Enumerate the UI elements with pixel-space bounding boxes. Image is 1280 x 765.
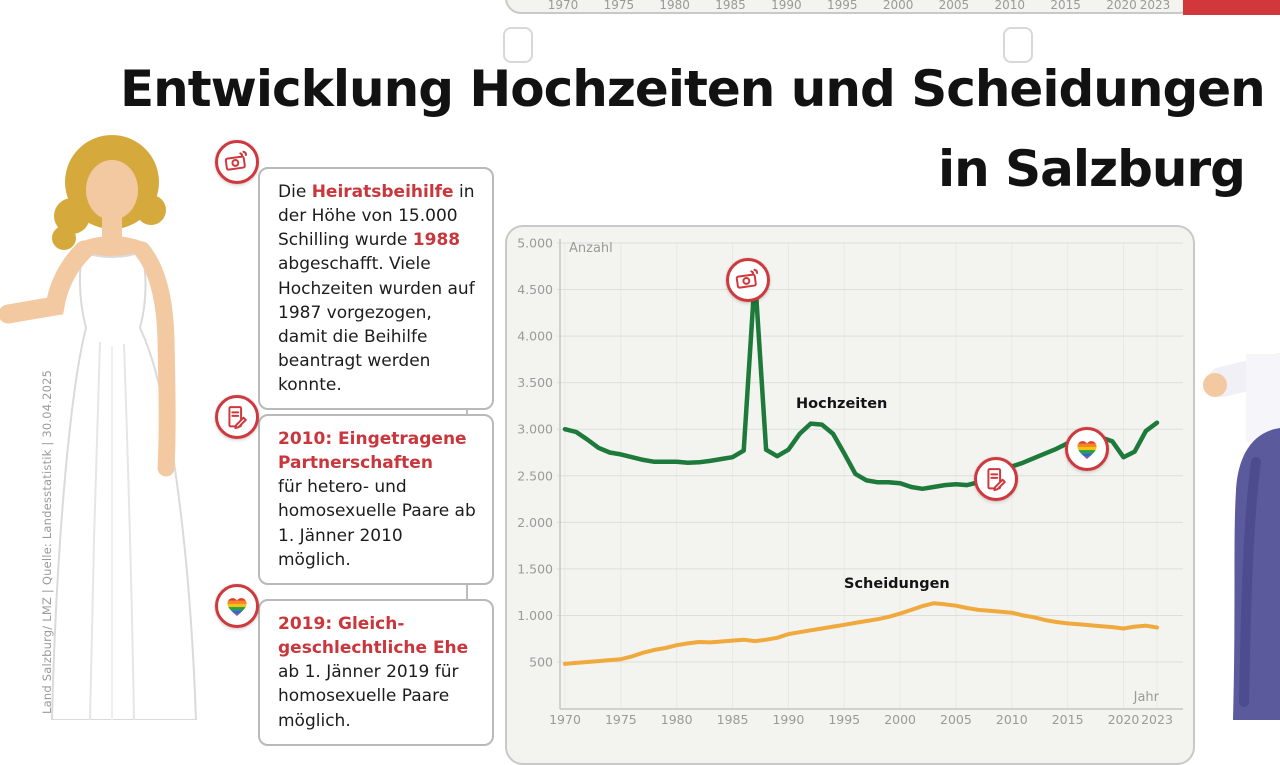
callout-heiratsbeihilfe: Die Heiratsbeihilfe in der Höhe von 15.0…: [258, 167, 494, 411]
upper-chart-x-axis-labels: 1970 1975 1980 1985 1990 1995 2000 2005 2010 2015…: [505, 0, 1195, 13]
callout-heading: 2010: Eingetragene Partnerschaften: [278, 429, 467, 474]
callout-text-segment: in der Höhe von 15.000 Schilling wurde: [278, 182, 475, 251]
upper-x-tick-label: 1980: [659, 0, 690, 12]
contract-icon: [215, 395, 259, 439]
svg-text:5.000: 5.000: [517, 236, 553, 251]
upper-x-tick-label: 2023: [1139, 0, 1171, 12]
chart-panel: 500 1.000 1.500 2.000 2.500 3.000 3.500 4.000 4.…: [505, 225, 1195, 765]
svg-text:4.500: 4.500: [517, 282, 553, 297]
callout-heading: 2019: Gleich-geschlechtliche Ehe: [278, 614, 469, 659]
callout-text-segment: 1988: [412, 230, 461, 251]
contract-icon: [974, 457, 1019, 502]
callout-gleichgeschlechtliche-ehe: 2019: Gleich-geschlechtliche Ehe ab 1. J…: [258, 599, 494, 746]
upper-x-tick-label: 1975: [603, 0, 635, 12]
rainbow-heart-glyph: [1077, 440, 1097, 459]
callout-body: ab 1. Jänner 2019 für homosexuelle Paare…: [278, 662, 459, 731]
upper-callout-tab-right: [1003, 27, 1033, 63]
banknote-icon: [215, 140, 259, 184]
svg-text:500: 500: [529, 655, 553, 670]
svg-text:3.000: 3.000: [517, 422, 553, 437]
banknote-glyph: [224, 150, 247, 171]
callout-text-segment: Heiratsbeihilfe: [311, 182, 454, 202]
page-title-line2: in Salzburg: [938, 140, 1246, 198]
upper-x-tick-label: 1990: [771, 0, 802, 12]
land-salzburg-logo: [1183, 0, 1280, 15]
svg-text:1.500: 1.500: [517, 561, 553, 576]
upper-x-tick-label: 1985: [715, 0, 746, 12]
scheidungen-series-label: Scheidungen: [844, 576, 950, 592]
upper-x-tick-label: 2010: [994, 0, 1026, 12]
upper-x-tick-label: 1970: [547, 0, 579, 12]
contract-glyph: [228, 406, 247, 430]
banknote-icon: [726, 258, 771, 303]
upper-x-tick-label: 2015: [1050, 0, 1081, 12]
svg-text:2.000: 2.000: [517, 515, 553, 530]
svg-text:Jahr: Jahr: [1133, 690, 1160, 705]
page-title-line1: Entwicklung Hochzeiten und Scheidungen: [120, 60, 1266, 118]
hochzeiten-series-label: Hochzeiten: [796, 396, 888, 412]
bride-illustration: [0, 135, 198, 720]
banknote-glyph: [735, 268, 759, 289]
line-chart: 500 1.000 1.500 2.000 2.500 3.000 3.500 4.000 4.…: [517, 236, 1183, 727]
svg-text:1.000: 1.000: [517, 608, 553, 623]
upper-callout-tab-left: [503, 27, 533, 63]
upper-x-tick-label: 2020: [1106, 0, 1137, 12]
callout-text-segment: abgeschafft. Viele Hochzeiten wurden auf…: [278, 254, 475, 395]
rainbow-heart-icon: [1064, 426, 1109, 471]
callout-body: für hetero- und homosexuelle Paare ab 1.…: [278, 477, 476, 570]
upper-x-tick-label: 2005: [938, 0, 970, 12]
callout-partnerschaften: 2010: Eingetragene Partnerschaften für h…: [258, 414, 494, 585]
groom-illustration: [1203, 353, 1280, 720]
upper-x-tick-label: 1995: [826, 0, 858, 12]
rainbow-heart-glyph: [227, 598, 247, 617]
svg-text:4.000: 4.000: [517, 329, 553, 344]
upper-x-tick-label: 2000: [882, 0, 914, 12]
svg-text:Anzahl: Anzahl: [569, 241, 613, 256]
svg-text:3.500: 3.500: [517, 375, 553, 390]
callout-text-segment: Die: [278, 182, 312, 202]
svg-text:2.500: 2.500: [517, 468, 553, 483]
contract-glyph: [987, 468, 1006, 492]
rainbow-heart-icon: [215, 584, 259, 628]
